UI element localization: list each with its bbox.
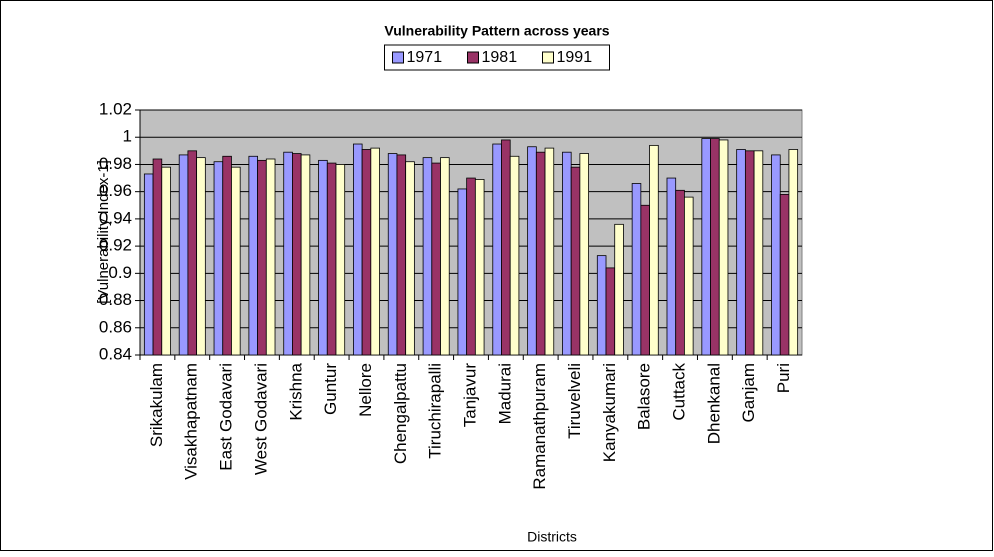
bar [710,138,720,356]
x-tick-label: Krishna [286,362,305,420]
y-tick-label: 0.94 [99,208,132,227]
legend-swatch [542,51,554,64]
bar [370,147,380,356]
legend-label: 1991 [557,49,593,66]
legend-swatch [467,51,479,64]
x-tick-label: Srikakulam [147,363,166,447]
bar [405,161,415,356]
x-tick-label: East Godavari [217,363,236,471]
bar [292,153,302,356]
bar [466,177,476,356]
bar [535,151,546,356]
bar [527,146,537,356]
bar [283,151,293,356]
legend-box [384,44,610,71]
bar [666,177,677,356]
bar [492,143,502,356]
x-tick-label: Madurai [495,363,514,424]
legend-label: 1971 [407,49,443,66]
bar [257,159,267,356]
bar [213,161,224,356]
x-tick-label: Puri [774,363,793,393]
bar [788,149,799,356]
y-tick-label: 0.98 [99,154,132,173]
bar [248,155,258,356]
bar [318,159,328,356]
bar [178,154,189,356]
bar [631,183,642,356]
x-tick-label: Ganjam [739,363,758,423]
bar [562,151,572,356]
bar [265,158,276,356]
bar [509,155,520,356]
bar [300,154,311,356]
x-tick-label: Chengalpattu [391,363,410,464]
bar [353,143,363,356]
x-tick-label: Nellore [356,363,375,417]
bar [231,166,241,356]
bar [143,173,154,356]
bar [501,139,511,356]
bar [675,189,685,356]
y-tick-label: 0.96 [99,181,132,200]
bar [684,196,694,356]
y-tick-label: 1 [123,127,132,146]
bar [649,144,659,356]
y-tick-label: 0.92 [99,236,132,255]
bar [544,147,555,356]
y-tick-label: 0.84 [99,344,132,363]
x-tick-label: Tiruvelveli [565,363,584,439]
legend-swatch [392,51,404,64]
bar [387,153,398,356]
bar [596,255,607,356]
bar [779,193,790,356]
bar [361,149,372,356]
x-axis-title: Districts [527,529,577,545]
chart-title: Vulnerability Pattern across years [384,23,609,39]
bar [605,267,616,356]
x-tick-label: Guntur [321,363,340,415]
y-tick-label: 0.86 [99,317,132,336]
bar [570,166,581,356]
bar [579,153,589,356]
bar [771,154,781,356]
x-tick-label: Tanjavur [460,363,479,428]
bar [457,188,468,356]
bar [222,155,232,356]
bar [335,164,346,356]
x-tick-label: Balasore [635,363,654,430]
bar [718,139,729,356]
bar [161,166,171,356]
bar [431,162,441,356]
x-tick-label: Dhenkanal [704,363,723,444]
bar [152,158,163,356]
legend-label: 1981 [482,49,518,66]
bar [440,157,450,356]
y-tick-label: 0.88 [99,290,132,309]
x-tick-label: Ramanathpuram [530,363,549,490]
y-axis-title: [Vulnerability Index-1] [95,160,112,304]
bar [187,150,198,356]
bar [396,154,407,356]
bar [196,157,206,356]
bar [744,150,755,356]
bar [474,179,485,356]
x-tick-label: West Godavari [251,363,270,475]
bar [753,150,764,356]
x-tick-label: Kanyakumari [600,363,619,462]
bar [422,157,433,356]
y-tick-label: 0.9 [108,263,132,282]
x-tick-label: Cuttack [670,363,689,421]
bar [701,138,711,356]
bar [736,149,746,356]
bar [614,223,624,356]
x-tick-label: Visakhapatnam [182,363,201,480]
x-tick-label: Tiruchirapalli [426,363,445,459]
y-tick-label: 1.02 [99,99,132,118]
bar [326,162,337,356]
bar [640,204,650,356]
